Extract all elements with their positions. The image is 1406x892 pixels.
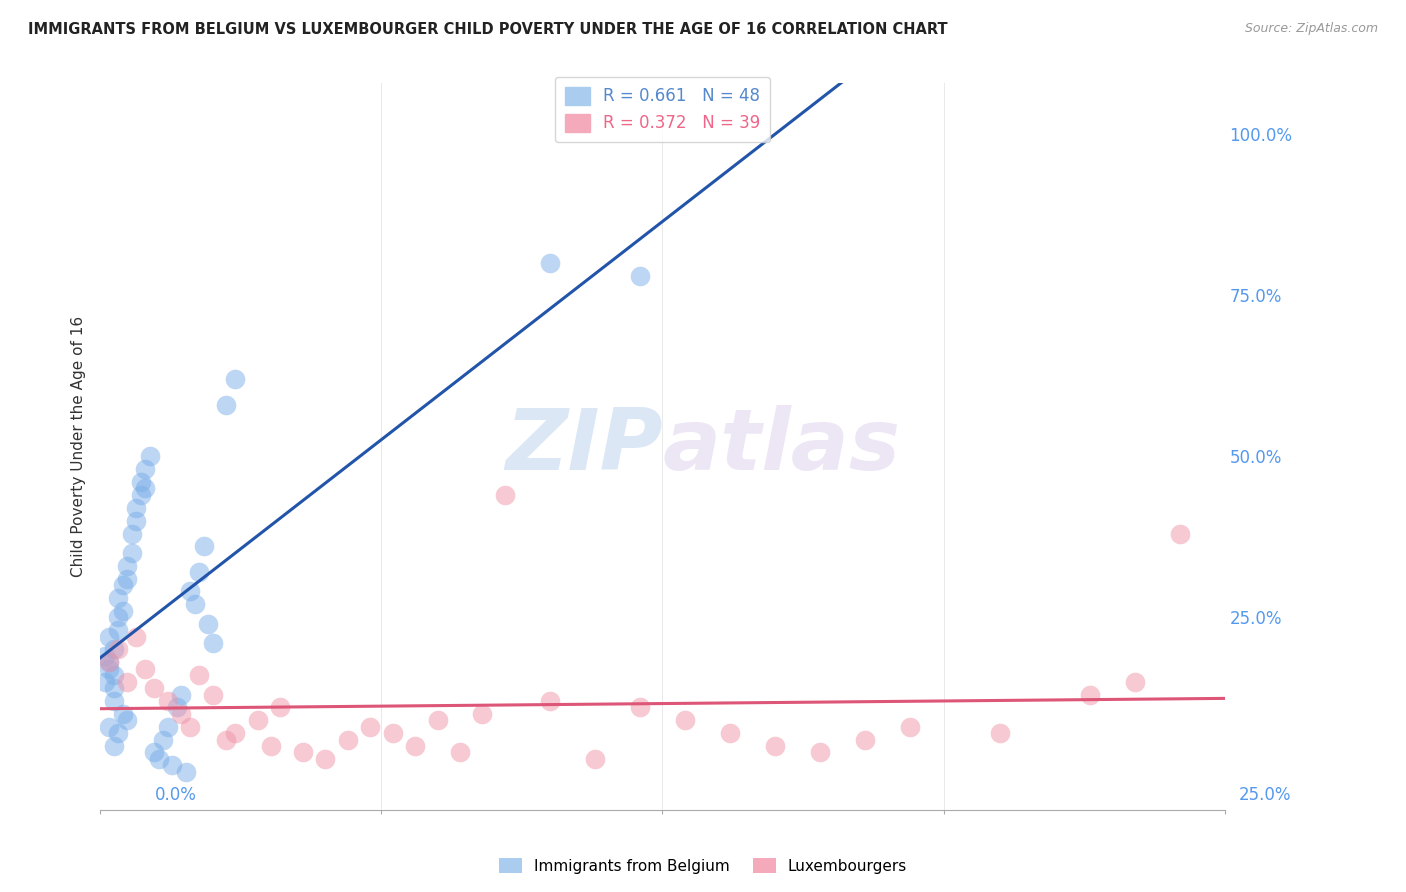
Legend: Immigrants from Belgium, Luxembourgers: Immigrants from Belgium, Luxembourgers: [492, 852, 914, 880]
Point: [201, 636, 224, 650]
Point: [314, 752, 336, 766]
Point: [215, 398, 238, 412]
Point: [898, 720, 921, 734]
Point: [808, 746, 831, 760]
Point: [107, 610, 129, 624]
Point: [115, 572, 138, 586]
Point: [107, 642, 129, 657]
Point: [188, 565, 211, 579]
Point: [121, 546, 143, 560]
Point: [628, 700, 651, 714]
Point: [988, 726, 1011, 740]
Point: [143, 746, 166, 760]
Point: [628, 268, 651, 283]
Point: [381, 726, 404, 740]
Point: [215, 732, 238, 747]
Point: [121, 526, 143, 541]
Point: [260, 739, 283, 753]
Legend: R = 0.661   N = 48, R = 0.372   N = 39: R = 0.661 N = 48, R = 0.372 N = 39: [554, 77, 770, 143]
Point: [111, 578, 134, 592]
Point: [224, 726, 246, 740]
Point: [853, 732, 876, 747]
Point: [1123, 674, 1146, 689]
Point: [174, 764, 197, 779]
Point: [98, 655, 121, 669]
Point: [148, 752, 170, 766]
Point: [224, 372, 246, 386]
Point: [93, 674, 115, 689]
Point: [103, 642, 125, 657]
Point: [107, 591, 129, 605]
Point: [538, 694, 561, 708]
Text: 25.0%: 25.0%: [1239, 786, 1292, 804]
Point: [93, 648, 115, 663]
Point: [179, 720, 201, 734]
Point: [134, 662, 156, 676]
Text: Source: ZipAtlas.com: Source: ZipAtlas.com: [1244, 22, 1378, 36]
Text: IMMIGRANTS FROM BELGIUM VS LUXEMBOURGER CHILD POVERTY UNDER THE AGE OF 16 CORREL: IMMIGRANTS FROM BELGIUM VS LUXEMBOURGER …: [28, 22, 948, 37]
Text: ZIP: ZIP: [505, 405, 662, 488]
Point: [170, 688, 193, 702]
Point: [160, 758, 183, 772]
Point: [188, 668, 211, 682]
Point: [1078, 688, 1101, 702]
Point: [201, 688, 224, 702]
Point: [98, 720, 121, 734]
Point: [152, 732, 174, 747]
Point: [404, 739, 426, 753]
Point: [170, 706, 193, 721]
Point: [134, 482, 156, 496]
Point: [359, 720, 381, 734]
Point: [1168, 526, 1191, 541]
Point: [538, 256, 561, 270]
Point: [246, 713, 269, 727]
Point: [291, 746, 314, 760]
Point: [125, 514, 148, 528]
Point: [103, 668, 125, 682]
Point: [193, 540, 215, 554]
Point: [673, 713, 696, 727]
Point: [179, 584, 201, 599]
Point: [763, 739, 786, 753]
Point: [125, 500, 148, 515]
Point: [471, 706, 494, 721]
Point: [336, 732, 359, 747]
Point: [494, 488, 516, 502]
Point: [115, 674, 138, 689]
Point: [129, 488, 152, 502]
Point: [125, 630, 148, 644]
Point: [98, 630, 121, 644]
Point: [134, 462, 156, 476]
Point: [138, 450, 160, 464]
Text: atlas: atlas: [662, 405, 901, 488]
Point: [129, 475, 152, 489]
Point: [98, 662, 121, 676]
Point: [166, 700, 188, 714]
Point: [143, 681, 166, 695]
Point: [115, 713, 138, 727]
Point: [156, 720, 179, 734]
Point: [103, 739, 125, 753]
Point: [183, 598, 205, 612]
Point: [269, 700, 291, 714]
Point: [197, 616, 219, 631]
Point: [583, 752, 606, 766]
Point: [156, 694, 179, 708]
Point: [111, 604, 134, 618]
Point: [103, 694, 125, 708]
Point: [426, 713, 449, 727]
Point: [718, 726, 741, 740]
Point: [103, 681, 125, 695]
Point: [98, 655, 121, 669]
Point: [107, 726, 129, 740]
Text: 0.0%: 0.0%: [155, 786, 197, 804]
Point: [449, 746, 471, 760]
Y-axis label: Child Poverty Under the Age of 16: Child Poverty Under the Age of 16: [72, 316, 86, 577]
Point: [111, 706, 134, 721]
Point: [115, 558, 138, 573]
Point: [107, 623, 129, 637]
